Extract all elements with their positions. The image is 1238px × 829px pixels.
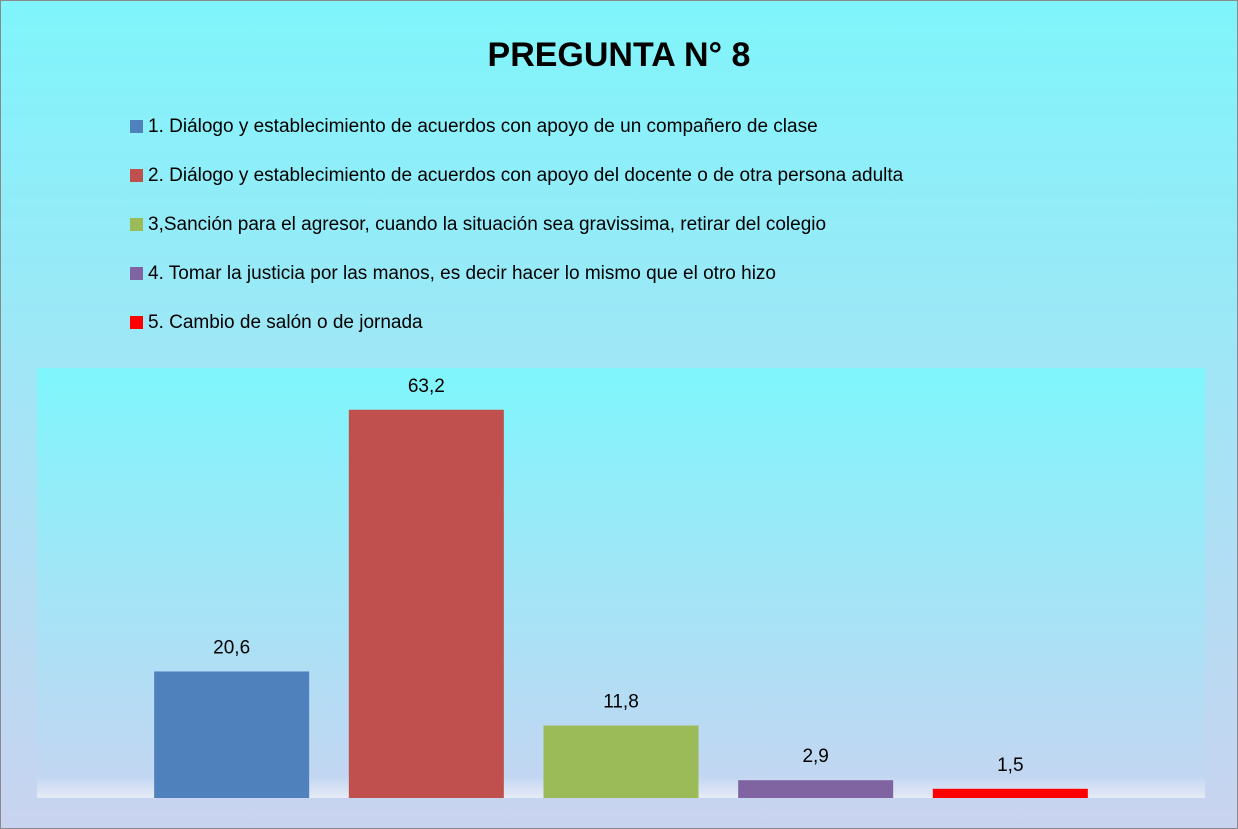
legend-label: 4. Tomar la justicia por las manos, es d…	[148, 263, 776, 284]
value-label: 2,9	[802, 746, 828, 767]
value-label: 11,8	[603, 692, 639, 713]
bar	[154, 671, 310, 798]
legend-label: 5. Cambio de salón o de jornada	[148, 312, 423, 333]
legend-swatch	[130, 316, 143, 329]
bar	[348, 409, 504, 798]
legend-swatch	[130, 169, 143, 182]
bar	[932, 788, 1088, 798]
value-label: 20,6	[213, 637, 250, 658]
legend-swatch	[130, 120, 143, 133]
chart-title: PREGUNTA N° 8	[488, 36, 751, 74]
value-label: 1,5	[997, 755, 1023, 776]
legend-swatch	[130, 218, 143, 231]
legend-label: 3,Sanción para el agresor, cuando la sit…	[148, 214, 826, 235]
legend-label: 1. Diálogo y establecimiento de acuerdos…	[148, 116, 818, 137]
legend-label: 2. Diálogo y establecimiento de acuerdos…	[148, 165, 904, 186]
value-label: 63,2	[408, 376, 445, 397]
bar	[543, 725, 699, 798]
bar	[738, 780, 894, 798]
legend-swatch	[130, 267, 143, 280]
